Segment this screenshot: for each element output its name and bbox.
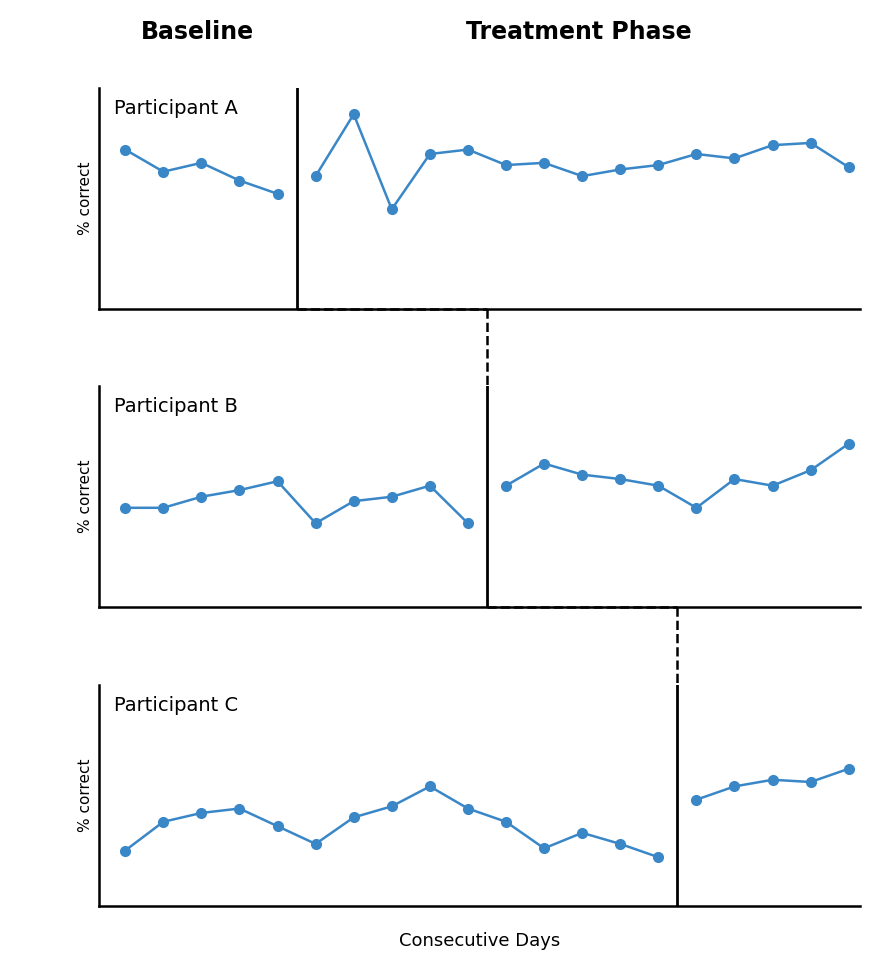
Y-axis label: % correct: % correct: [78, 460, 93, 534]
Text: Participant B: Participant B: [114, 397, 237, 416]
Y-axis label: % correct: % correct: [78, 162, 93, 235]
Text: Consecutive Days: Consecutive Days: [399, 932, 560, 950]
Text: Treatment Phase: Treatment Phase: [466, 19, 691, 44]
Y-axis label: % correct: % correct: [78, 759, 93, 832]
Text: Participant A: Participant A: [114, 98, 237, 118]
Text: Participant C: Participant C: [114, 695, 238, 715]
Text: Baseline: Baseline: [141, 19, 254, 44]
